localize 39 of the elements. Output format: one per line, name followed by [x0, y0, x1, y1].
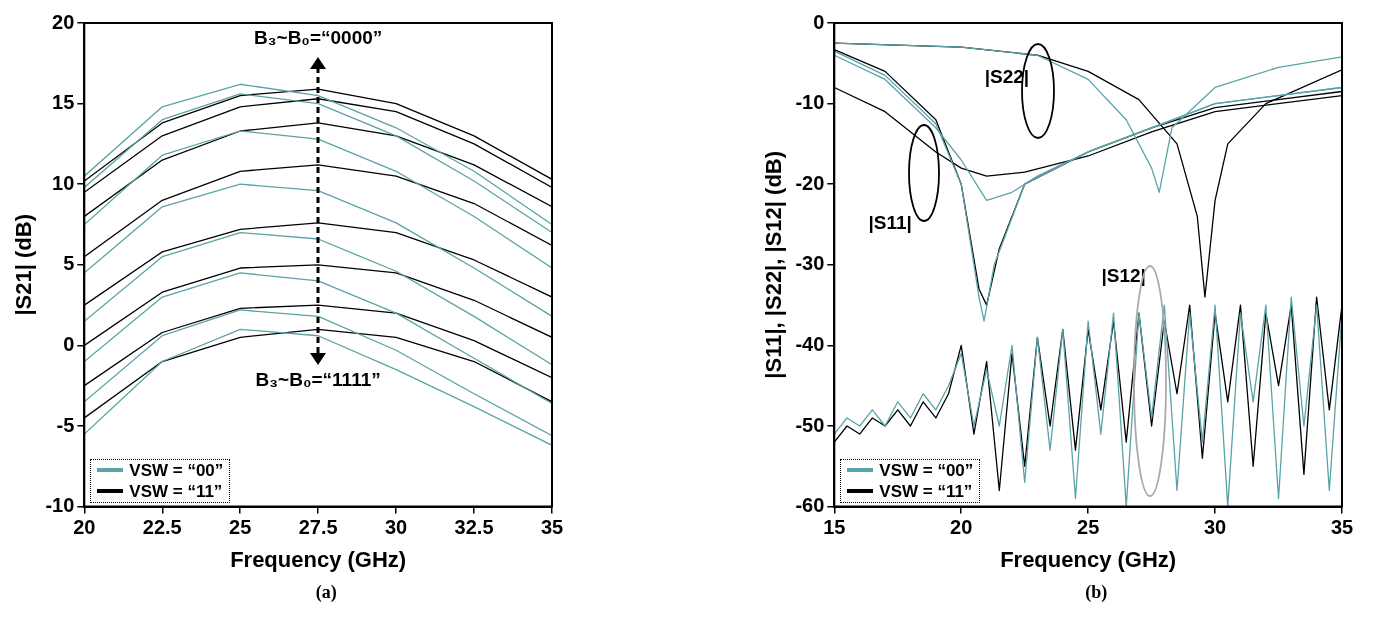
x-tick-label: 25: [229, 516, 252, 539]
annotation: |S11|: [868, 211, 912, 233]
y-tick-label: -30: [795, 252, 825, 275]
y-tick-label: 0: [63, 332, 75, 355]
legend-label: VSW = “11”: [879, 480, 973, 502]
legend-label: VSW = “00”: [879, 459, 974, 481]
x-axis-title: Frequency (GHz): [1000, 546, 1177, 572]
y-tick-label: 10: [52, 171, 75, 194]
annotation: B₃~B₀=“1111”: [255, 369, 381, 391]
y-tick-label: -10: [795, 91, 825, 114]
y-tick-label: -40: [795, 332, 825, 355]
y-tick-label: 20: [52, 10, 75, 33]
y-tick-label: -5: [56, 413, 75, 436]
y-tick-label: -20: [795, 171, 825, 194]
x-axis-title: Frequency (GHz): [230, 546, 407, 572]
annotation: |S12|: [1101, 265, 1146, 287]
text: (b): [1084, 582, 1109, 603]
y-tick-label: 5: [63, 252, 75, 275]
y-tick-label: -50: [795, 413, 825, 436]
y-tick-label: 0: [813, 10, 825, 33]
x-tick-label: 32.5: [454, 516, 494, 539]
x-tick-label: 30: [384, 516, 408, 539]
y-axis-title: |S21| (dB): [11, 214, 37, 316]
legend-label: VSW = “00”: [129, 459, 224, 481]
x-tick-label: 35: [540, 516, 564, 539]
y-tick-label: -10: [45, 494, 75, 517]
text: (a): [314, 582, 338, 603]
y-axis-title: |S11|, |S22|, |S12| (dB): [761, 150, 787, 379]
x-tick-label: 30: [1203, 516, 1227, 539]
x-tick-label: 15: [823, 516, 846, 539]
x-tick-label: 25: [1077, 516, 1100, 539]
y-tick-label: -60: [795, 494, 825, 517]
y-tick-label: 15: [52, 91, 75, 114]
x-tick-label: 20: [950, 516, 973, 539]
x-tick-label: 35: [1330, 516, 1354, 539]
x-tick-label: 22.5: [142, 516, 182, 539]
x-tick-label: 27.5: [298, 516, 338, 539]
legend-label: VSW = “11”: [129, 480, 223, 502]
annotation: B₃~B₀=“0000”: [254, 27, 383, 49]
